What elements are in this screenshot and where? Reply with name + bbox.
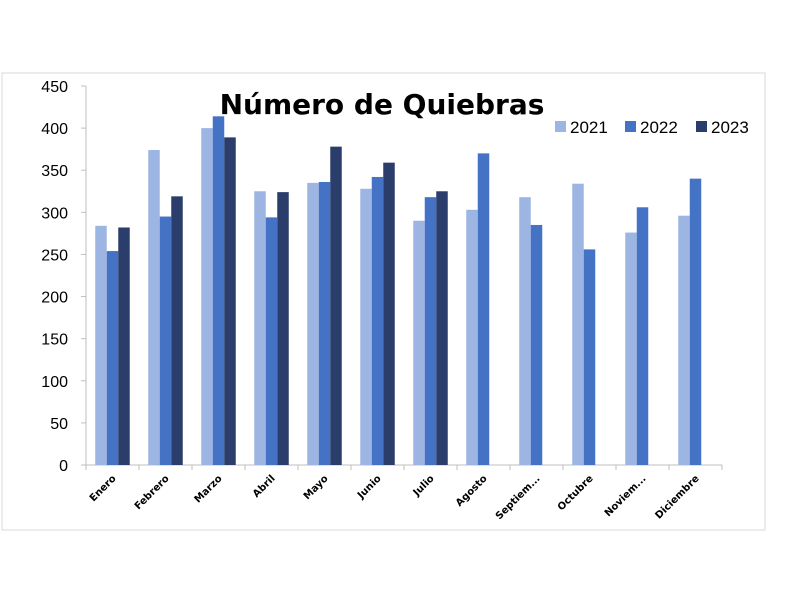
bar-2021 [254, 191, 266, 465]
y-tick-label: 450 [41, 79, 68, 96]
chart-title: Número de Quiebras [220, 88, 545, 121]
bar-2021 [625, 232, 637, 465]
bar-2021 [519, 197, 531, 465]
bar-2022 [424, 197, 437, 465]
bar-2023 [277, 192, 289, 465]
bar-2022 [371, 176, 384, 465]
bar-2021 [201, 128, 213, 465]
legend-swatch-2023 [696, 121, 707, 132]
y-tick-label: 0 [59, 458, 68, 475]
bar-2022 [477, 153, 490, 465]
bars [95, 116, 702, 466]
y-tick-label: 400 [41, 121, 68, 138]
legend: 2021 2022 2023 [555, 118, 749, 137]
y-tick-label: 200 [41, 290, 68, 307]
y-tick-label: 300 [41, 205, 68, 222]
bar-2021 [95, 225, 107, 465]
legend-swatch-2022 [625, 121, 636, 132]
bar-2023 [330, 146, 342, 465]
bar-2022 [159, 216, 172, 465]
y-tick-label: 250 [41, 247, 68, 264]
bar-2022 [530, 224, 543, 465]
bar-2021 [572, 183, 584, 465]
y-tick-label: 100 [41, 374, 68, 391]
bar-2021 [307, 182, 319, 465]
legend-label-2022: 2022 [640, 118, 678, 137]
bar-2023 [118, 227, 130, 465]
y-axis: 0 50 100 150 200 250 300 350 400 450 [41, 79, 87, 475]
y-tick-label: 150 [41, 332, 68, 349]
bar-2021 [678, 215, 690, 465]
bar-2021 [466, 209, 478, 465]
bar-2022 [212, 116, 225, 465]
bar-2022 [636, 207, 649, 465]
bar-2021 [413, 220, 425, 465]
legend-label-2023: 2023 [711, 118, 749, 137]
bar-2022 [106, 251, 119, 465]
bar-2021 [148, 150, 160, 465]
y-tick-label: 50 [50, 416, 68, 433]
bar-2022 [689, 178, 702, 465]
bar-2021 [360, 188, 372, 466]
bar-2022 [583, 249, 596, 465]
bar-2023 [436, 191, 448, 465]
bar-2023 [171, 196, 183, 465]
legend-label-2021: 2021 [570, 118, 608, 137]
bar-2022 [318, 182, 331, 465]
legend-swatch-2021 [555, 121, 566, 132]
bar-2023 [383, 162, 395, 466]
bar-2022 [265, 217, 278, 465]
y-tick-label: 350 [41, 163, 68, 180]
bar-2023 [224, 137, 236, 465]
